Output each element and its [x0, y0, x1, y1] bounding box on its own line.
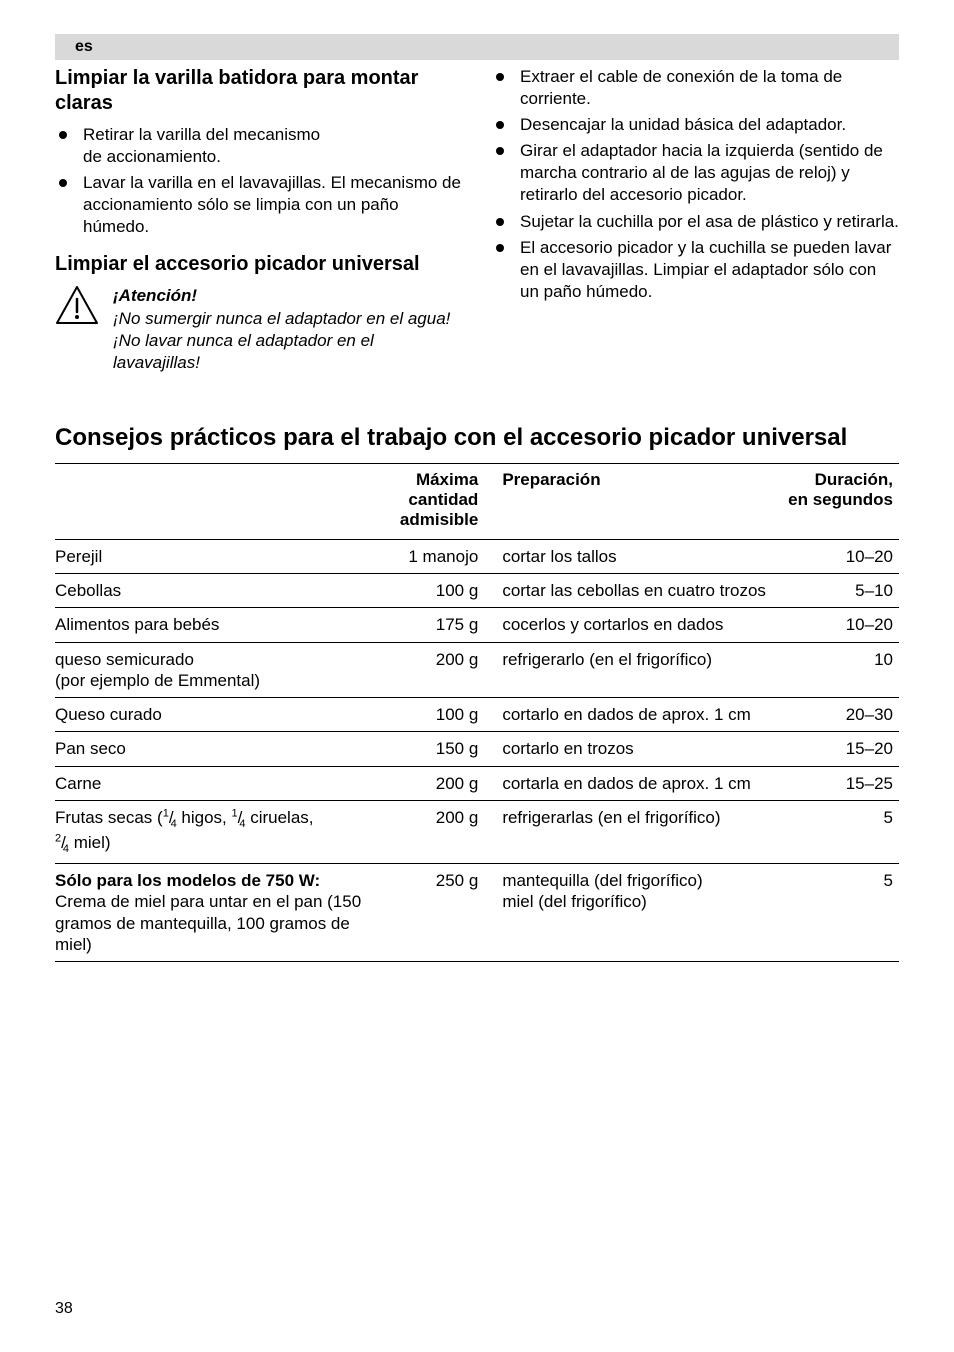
section-heading-whisk: Limpiar la varilla batidora para montar … [55, 66, 462, 116]
table-row: Frutas secas (1/4 higos, 1/4 ciruelas, 2… [55, 800, 899, 863]
chopper-steps: Extraer el cable de conexión de la toma … [492, 66, 899, 303]
header-text: Duración, [815, 470, 893, 489]
warning-triangle-icon [55, 285, 99, 325]
cell-item: Frutas secas (1/4 higos, 1/4 ciruelas, 2… [55, 800, 393, 863]
cell-qty: 200 g [393, 766, 503, 800]
table-row: Carne200 gcortarla en dados de aprox. 1 … [55, 766, 899, 800]
col-dur-header: Duración, en segundos [772, 463, 899, 539]
cell-dur: 15–25 [772, 766, 899, 800]
cell-item: Perejil [55, 539, 393, 573]
language-bar: es [55, 34, 899, 60]
cell-dur: 15–20 [772, 732, 899, 766]
cell-qty: 175 g [393, 608, 503, 642]
cell-dur: 5–10 [772, 574, 899, 608]
cell-dur: 10–20 [772, 539, 899, 573]
cell-item: Queso curado [55, 698, 393, 732]
cell-prep: refrigerarlo (en el frigorífico) [502, 642, 772, 698]
attention-block: ¡Atención! ¡No sumergir nunca el adaptad… [55, 285, 462, 373]
section-heading-tips: Consejos prácticos para el trabajo con e… [55, 424, 899, 453]
header-text: en segundos [788, 490, 893, 509]
cell-prep: cocerlos y cortarlos en dados [502, 608, 772, 642]
cell-dur: 5 [772, 800, 899, 863]
table-row: Sólo para los modelos de 750 W:Crema de … [55, 864, 899, 962]
list-item: Lavar la varilla en el lavavajillas. El … [83, 172, 462, 238]
table-row: Cebollas100 gcortar las cebollas en cuat… [55, 574, 899, 608]
cell-dur: 10 [772, 642, 899, 698]
attention-title: ¡Atención! [113, 285, 462, 307]
cell-item: queso semicurado(por ejemplo de Emmental… [55, 642, 393, 698]
cell-item: Pan seco [55, 732, 393, 766]
cell-item: Alimentos para bebés [55, 608, 393, 642]
right-column: Extraer el cable de conexión de la toma … [492, 66, 899, 374]
cell-prep: cortar las cebollas en cuatro trozos [502, 574, 772, 608]
table-row: Queso curado100 gcortarlo en dados de ap… [55, 698, 899, 732]
col-item-header [55, 463, 393, 539]
cell-prep: cortarla en dados de aprox. 1 cm [502, 766, 772, 800]
cell-dur: 10–20 [772, 608, 899, 642]
language-code: es [75, 38, 93, 56]
cell-qty: 250 g [393, 864, 503, 962]
cell-prep: cortar los tallos [502, 539, 772, 573]
cell-qty: 1 manojo [393, 539, 503, 573]
whisk-steps: Retirar la varilla del mecanismo de acci… [55, 124, 462, 238]
page-number: 38 [55, 1300, 73, 1318]
cell-item: Carne [55, 766, 393, 800]
table-row: Alimentos para bebés175 gcocerlos y cort… [55, 608, 899, 642]
cell-qty: 100 g [393, 698, 503, 732]
list-item: Retirar la varilla del mecanismo de acci… [83, 124, 462, 168]
cell-prep: mantequilla (del frigorífico)miel (del f… [502, 864, 772, 962]
list-item: Extraer el cable de conexión de la toma … [520, 66, 899, 110]
cell-qty: 200 g [393, 642, 503, 698]
list-item: Girar el adaptador hacia la izquierda (s… [520, 140, 899, 206]
list-item: Sujetar la cuchilla por el asa de plásti… [520, 211, 899, 233]
cell-dur: 20–30 [772, 698, 899, 732]
list-item: Desencajar la unidad básica del adaptado… [520, 114, 899, 136]
section-heading-chopper: Limpiar el accesorio picador universal [55, 252, 462, 277]
cell-qty: 100 g [393, 574, 503, 608]
header-text: cantidad [408, 490, 478, 509]
col-qty-header: Máxima cantidad admisible [393, 463, 503, 539]
cell-prep: cortarlo en trozos [502, 732, 772, 766]
table-body: Perejil1 manojocortar los tallos10–20Ceb… [55, 539, 899, 961]
cell-dur: 5 [772, 864, 899, 962]
header-text: Máxima [416, 470, 478, 489]
attention-text: ¡Atención! ¡No sumergir nunca el adaptad… [113, 285, 462, 373]
header-text: admisible [400, 510, 478, 529]
list-item: El accesorio picador y la cuchilla se pu… [520, 237, 899, 303]
table-row: Pan seco150 gcortarlo en trozos15–20 [55, 732, 899, 766]
col-prep-header: Preparación [502, 463, 772, 539]
cell-prep: refrigerarlas (en el frigorífico) [502, 800, 772, 863]
table-row: Perejil1 manojocortar los tallos10–20 [55, 539, 899, 573]
table-header-row: Máxima cantidad admisible Preparación Du… [55, 463, 899, 539]
cell-item: Cebollas [55, 574, 393, 608]
content-columns: Limpiar la varilla batidora para montar … [55, 66, 899, 374]
cell-item: Sólo para los modelos de 750 W:Crema de … [55, 864, 393, 962]
attention-body: ¡No sumergir nunca el adaptador en el ag… [113, 308, 462, 374]
left-column: Limpiar la varilla batidora para montar … [55, 66, 462, 374]
tips-table: Máxima cantidad admisible Preparación Du… [55, 463, 899, 962]
table-row: queso semicurado(por ejemplo de Emmental… [55, 642, 899, 698]
cell-qty: 150 g [393, 732, 503, 766]
cell-qty: 200 g [393, 800, 503, 863]
cell-prep: cortarlo en dados de aprox. 1 cm [502, 698, 772, 732]
